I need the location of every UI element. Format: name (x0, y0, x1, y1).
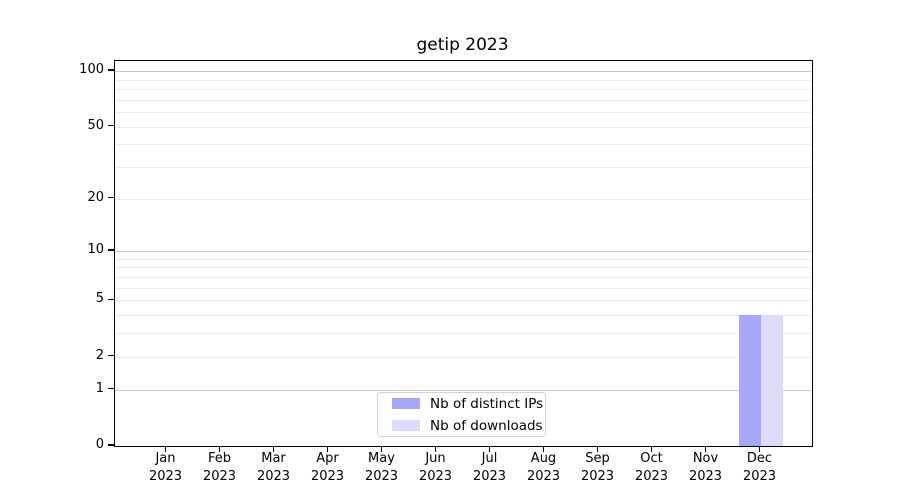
y-axis-tick-label: 50 (87, 117, 104, 133)
x-tick-year: 2023 (526, 469, 561, 484)
legend-label: Nb of distinct IPs (430, 395, 544, 412)
x-tick-year: 2023 (202, 469, 237, 484)
bar-nb-of-distinct-ips (738, 315, 761, 446)
x-tick-year: 2023 (688, 469, 723, 484)
x-tick-month: Jul (481, 451, 498, 466)
x-axis-tick-label: Jan 2023 (131, 450, 201, 486)
y-tick-mark (108, 298, 114, 301)
minor-gridline (115, 258, 812, 260)
minor-gridline (115, 79, 812, 81)
x-tick-month: Mar (261, 451, 286, 466)
x-tick-year: 2023 (256, 469, 291, 484)
y-axis-tick-label: 10 (87, 242, 104, 258)
legend-label: Nb of downloads (430, 417, 543, 434)
major-gridline (115, 251, 812, 253)
x-tick-mark (380, 446, 383, 452)
x-tick-month: Dec (746, 451, 773, 466)
x-tick-year: 2023 (580, 469, 615, 484)
minor-gridline (115, 167, 812, 168)
x-tick-month: Nov (692, 451, 719, 466)
x-axis-tick-label: Nov 2023 (671, 450, 741, 486)
y-tick-mark (108, 444, 114, 446)
x-tick-year: 2023 (634, 469, 669, 484)
x-tick-year: 2023 (364, 469, 399, 484)
y-tick-mark (108, 196, 114, 199)
major-gridline (115, 389, 812, 391)
y-tick-mark (108, 249, 114, 251)
x-tick-mark (596, 446, 599, 452)
major-gridline (115, 71, 812, 73)
y-tick-mark (108, 355, 114, 357)
y-axis-tick-label: 0 (95, 437, 104, 452)
plot-area (114, 60, 813, 447)
minor-gridline (115, 277, 812, 279)
legend-entry: Nb of downloads (386, 418, 543, 434)
x-tick-month: Jun (425, 451, 446, 466)
minor-gridline (115, 300, 812, 302)
x-axis-tick-label: Jun 2023 (401, 450, 471, 486)
y-axis-tick-label: 1 (95, 380, 104, 396)
y-tick-mark (108, 387, 114, 390)
minor-gridline (115, 198, 812, 200)
x-tick-month: Sep (585, 451, 610, 466)
x-tick-year: 2023 (742, 469, 777, 484)
y-axis-tick-label: 5 (95, 291, 104, 307)
legend: Nb of distinct IPs Nb of downloads (377, 392, 546, 437)
x-axis-tick-label: Oct 2023 (617, 450, 687, 486)
minor-gridline (115, 267, 812, 269)
x-axis-tick-label: Aug 2023 (509, 450, 579, 486)
x-tick-mark (326, 446, 329, 452)
x-axis-tick-label: Jul 2023 (455, 450, 525, 486)
x-tick-year: 2023 (418, 469, 453, 484)
x-tick-mark (650, 446, 653, 452)
x-axis-tick-label: May 2023 (347, 450, 417, 486)
minor-gridline (115, 88, 812, 90)
x-tick-mark (758, 446, 761, 452)
y-axis-tick-label: 100 (79, 62, 104, 78)
x-tick-month: Oct (640, 451, 663, 466)
x-tick-mark (488, 446, 491, 452)
x-tick-month: Feb (207, 451, 232, 466)
x-axis-tick-label: Feb 2023 (185, 450, 255, 486)
legend-entry: Nb of distinct IPs (386, 396, 543, 412)
x-axis-tick-label: Mar 2023 (239, 450, 309, 486)
minor-gridline (115, 315, 812, 317)
x-tick-mark (542, 446, 545, 452)
x-tick-month: May (368, 451, 395, 466)
minor-gridline (115, 287, 812, 289)
minor-gridline (115, 144, 812, 146)
legend-swatch-icon (392, 398, 420, 409)
x-axis-tick-label: Apr 2023 (293, 450, 363, 486)
x-tick-year: 2023 (472, 469, 507, 484)
y-axis-tick-label: 20 (87, 189, 104, 205)
x-tick-mark (434, 446, 437, 452)
minor-gridline (115, 126, 812, 128)
x-tick-mark (218, 446, 221, 452)
minor-gridline (115, 112, 812, 114)
bar-nb-of-downloads (760, 315, 783, 446)
x-tick-month: Jan (155, 451, 176, 466)
y-axis-tick-label: 2 (95, 347, 104, 363)
y-tick-mark (108, 69, 114, 71)
minor-gridline (115, 333, 812, 335)
minor-gridline (115, 356, 812, 358)
x-tick-mark (704, 446, 707, 452)
x-tick-year: 2023 (310, 469, 345, 484)
chart-title: getip 2023 (416, 35, 509, 55)
minor-gridline (115, 99, 812, 101)
x-tick-mark (272, 446, 275, 452)
y-tick-mark (108, 124, 114, 127)
x-tick-month: Aug (530, 451, 557, 466)
legend-swatch-icon (392, 420, 420, 431)
x-tick-mark (164, 446, 167, 452)
x-axis-tick-label: Dec 2023 (725, 450, 795, 486)
x-tick-month: Apr (316, 451, 339, 466)
x-tick-year: 2023 (148, 469, 183, 484)
x-axis-tick-label: Sep 2023 (563, 450, 633, 486)
